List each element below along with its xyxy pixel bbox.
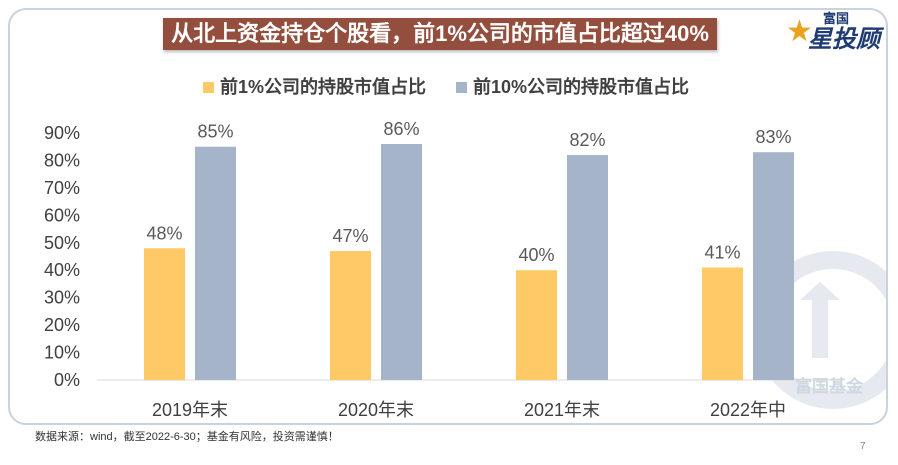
bar-series-1-category-0 (195, 146, 236, 380)
bar-series-0-category-0 (144, 248, 185, 380)
chart-title: 从北上资金持仓个股看，前1%公司的市值占比超过40% (163, 18, 717, 50)
watermark-text: 富国基金 (795, 376, 864, 396)
page-number: 7 (860, 441, 866, 452)
slide-frame (8, 8, 888, 425)
y-tick-label: 90% (44, 123, 80, 143)
logo-brand-text: 富国 (823, 11, 850, 26)
y-tick-label: 20% (44, 315, 80, 335)
y-tick-label: 50% (44, 233, 80, 253)
plot-area: 0% 10% 20% 30% 40% 50% 60% 70% 80% 90% 2019年末 48% 85… (44, 119, 841, 420)
y-tick-label: 70% (44, 178, 80, 198)
watermark-figure-icon (812, 296, 828, 358)
y-tick-label: 60% (44, 205, 80, 225)
bar-series-1-category-2 (567, 154, 608, 380)
data-label: 48% (146, 223, 182, 243)
legend-swatch (456, 81, 467, 93)
data-label: 40% (518, 245, 554, 265)
legend-item-top10: 前10%公司的持股市值占比 (456, 76, 689, 98)
brand-logo: ★ 富国 星投顾 (784, 8, 884, 58)
y-tick-label: 0% (54, 370, 80, 390)
data-label: 85% (197, 122, 233, 142)
legend-item-top1: 前1%公司的持股市值占比 (203, 76, 426, 98)
bar-series-1-category-1 (381, 143, 422, 380)
legend-label: 前10%公司的持股市值占比 (473, 77, 690, 97)
data-label: 86% (383, 119, 419, 139)
watermark-roof-icon (800, 282, 840, 300)
y-tick-label: 40% (44, 260, 80, 280)
y-tick-label: 80% (44, 150, 80, 170)
bar-series-0-category-1 (330, 251, 371, 380)
x-tick-label: 2020年末 (338, 400, 414, 420)
y-tick-label: 30% (44, 288, 80, 308)
source-footnote: 数据来源：wind，截至2022-6-30；基金有风险，投资需谨慎！ (35, 431, 339, 443)
data-label: 82% (569, 130, 605, 150)
data-label: 83% (755, 127, 791, 147)
data-label: 41% (704, 242, 740, 262)
x-tick-label: 2019年末 (152, 400, 228, 420)
star-icon: ★ (786, 14, 813, 49)
bar-series-1-category-3 (753, 152, 794, 380)
bar-series-0-category-2 (516, 270, 557, 380)
x-tick-label: 2022年中 (710, 400, 786, 420)
x-tick-label: 2021年末 (524, 400, 600, 420)
legend-swatch (203, 81, 214, 93)
bar-series-0-category-3 (702, 267, 743, 380)
legend-label: 前1%公司的持股市值占比 (220, 77, 427, 97)
data-label: 47% (332, 226, 368, 246)
logo-product-text: 星投顾 (808, 26, 880, 53)
y-tick-label: 10% (44, 343, 80, 363)
